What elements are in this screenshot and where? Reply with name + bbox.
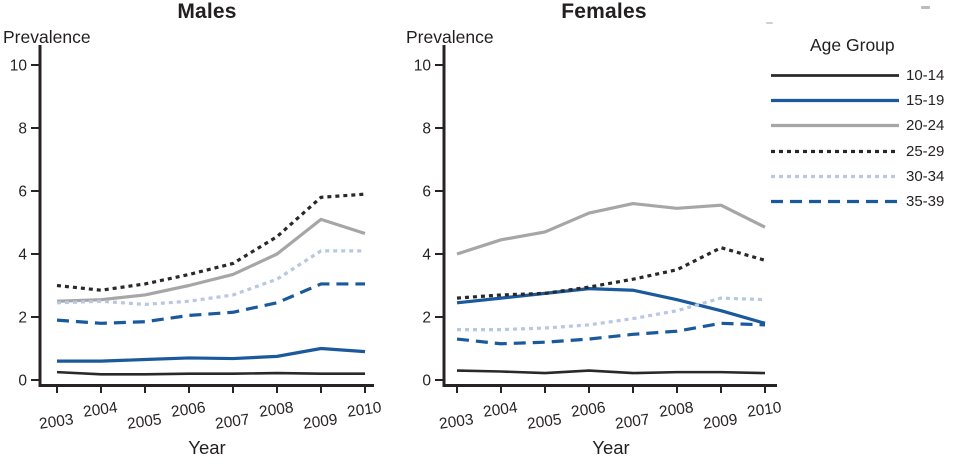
series-line-15-19 [57,346,366,363]
legend-item-15-19: 15-19 [771,88,956,113]
legend-title: Age Group [810,35,895,55]
legend-swatch-dot-line-icon [771,174,899,178]
x-tick-label: 2005 [126,411,163,433]
x-tick-label: 2004 [82,399,119,421]
x-tick-label: 2006 [570,399,607,421]
females-x-axis-label: Year [592,437,630,458]
series-line-10-14 [456,369,766,375]
females-chart-title: Females [561,0,647,23]
legend-item-30-34: 30-34 [771,164,956,189]
series-line-35-39 [56,282,365,325]
series-line-25-29 [456,246,766,300]
y-tick-label: 2 [18,310,27,327]
legend-item-label: 30-34 [906,167,945,185]
legend-swatch-dot-line-icon [771,149,899,153]
series-line-10-14 [56,370,365,376]
x-tick-label: 2008 [258,399,295,421]
x-tick-label: 2003 [38,411,75,433]
y-tick-label: 8 [18,121,27,138]
males-x-axis-label: Year [188,437,226,458]
legend: 10-14 15-19 20-24 25-29 30-34 35-39 [771,63,956,214]
legend-item-label: 25-29 [906,142,945,160]
females-y-axis-label: Prevalence [406,27,494,47]
stray-mark [921,6,930,9]
y-tick-label: 0 [18,373,27,390]
x-tick-label: 2009 [702,411,739,433]
x-tick-label: 2010 [346,399,383,421]
y-tick-label: 10 [10,58,28,75]
x-tick-label: 2006 [170,399,207,421]
series-line-20-24 [456,202,766,256]
legend-swatch-solid-line-icon [771,74,899,77]
series-line-15-19 [456,287,766,325]
legend-item-label: 10-14 [906,67,945,85]
females-plot: 0 2 4 6 8 10 2003 2004 2005 2006 2007 2008 2009 2010 [414,45,783,433]
legend-item-label: 15-19 [906,92,945,110]
x-tick-label: 2009 [302,411,339,433]
legend-item-25-29: 25-29 [771,139,956,164]
y-tick-label: 6 [422,184,431,201]
males-plot: 0 2 4 6 8 10 2003 2004 2005 2006 2007 2008 2009 2010 [10,45,383,433]
series-line-30-34 [457,296,766,332]
x-tick-label: 2007 [214,411,251,433]
y-tick-label: 4 [18,247,27,264]
x-tick-label: 2007 [614,411,651,433]
legend-item-10-14: 10-14 [771,63,956,88]
legend-item-label: 35-39 [906,193,945,211]
y-tick-label: 4 [422,247,431,264]
stray-mark [766,22,773,24]
y-tick-label: 0 [422,373,431,390]
x-tick-label: 2004 [482,399,519,421]
series-line-35-39 [456,321,766,346]
y-tick-label: 2 [422,310,431,327]
x-tick-label: 2005 [526,411,563,433]
x-tick-label: 2008 [658,399,695,421]
series-line-25-29 [56,192,366,292]
legend-swatch-solid-line-icon [771,99,899,103]
legend-swatch-solid-line-icon [771,124,899,128]
legend-item-35-39: 35-39 [771,189,956,214]
y-tick-label: 6 [18,184,27,201]
series-line-30-34 [56,249,365,306]
y-tick-label: 8 [422,121,431,138]
legend-item-20-24: 20-24 [771,113,956,138]
males-y-axis-label: Prevalence [3,27,91,47]
legend-swatch-dash-line-icon [771,199,899,204]
series-line-20-24 [56,217,366,303]
x-tick-label: 2010 [746,399,783,421]
males-chart-title: Males [177,0,237,23]
legend-item-label: 20-24 [906,117,945,135]
x-tick-label: 2003 [438,411,475,433]
y-tick-label: 10 [414,58,432,75]
